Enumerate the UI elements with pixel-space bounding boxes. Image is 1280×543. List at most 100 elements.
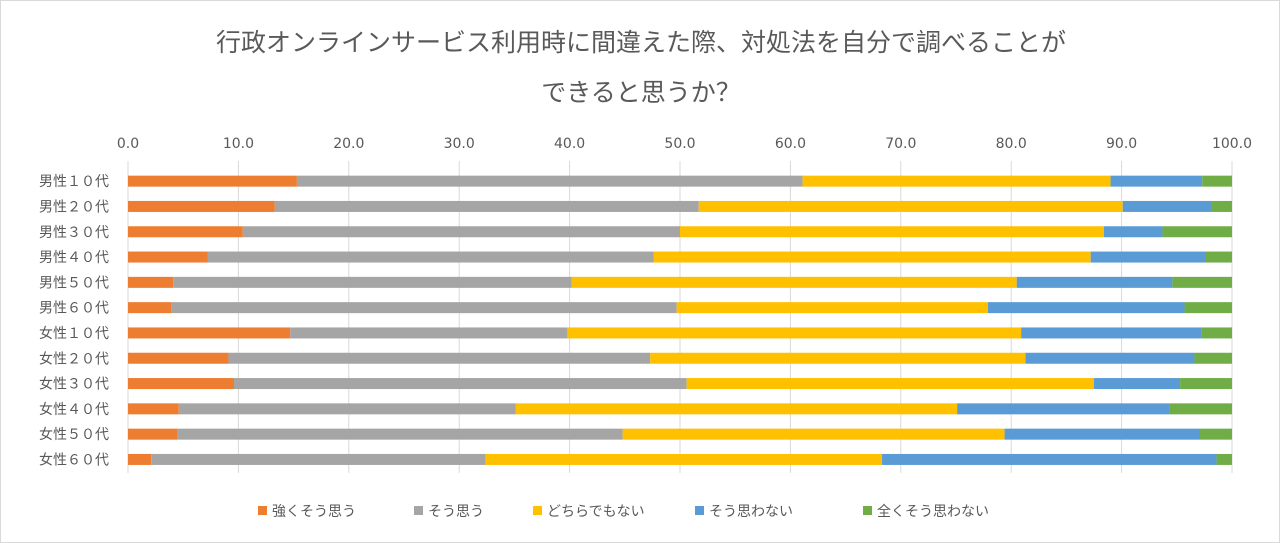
bar-segment — [515, 403, 958, 415]
bar-segment — [882, 453, 1217, 465]
bar-segment — [676, 302, 989, 314]
bar-segment — [1194, 352, 1232, 364]
bar-segment — [988, 302, 1185, 314]
bar-segment — [173, 276, 572, 288]
x-tick-label: 70.0 — [885, 136, 916, 152]
bar-segment — [296, 175, 803, 187]
bar-segment — [686, 378, 1094, 390]
bars — [128, 175, 1232, 465]
bar-segment — [128, 226, 243, 238]
category-label: 女性３０代 — [39, 376, 109, 393]
bar-segment — [622, 428, 1005, 440]
bar-segment — [1110, 175, 1203, 187]
bar-segment — [128, 302, 172, 314]
x-tick-label: 30.0 — [444, 136, 475, 152]
bar-segment — [571, 276, 1017, 288]
legend-label: そう思わない — [709, 504, 793, 520]
bar-segment — [1021, 327, 1202, 339]
bar-segment — [567, 327, 1022, 339]
bar-segment — [1094, 378, 1181, 390]
bar-segment — [1090, 251, 1206, 263]
bar-segment — [207, 251, 654, 263]
x-tick-label: 100.0 — [1212, 136, 1252, 152]
bar-segment — [128, 403, 179, 415]
x-tick-label: 40.0 — [554, 136, 585, 152]
bar-segment — [650, 352, 1026, 364]
bar-segment — [1205, 251, 1232, 263]
category-label: 男性５０代 — [39, 275, 109, 291]
bar-segment — [178, 403, 516, 415]
bar-segment — [128, 352, 229, 364]
legend-swatch — [863, 506, 872, 515]
bar-segment — [1122, 200, 1212, 212]
category-label: 男性３０代 — [39, 225, 109, 241]
bar-segment — [1216, 453, 1232, 465]
bar-segment — [233, 378, 687, 390]
legend-swatch — [258, 506, 267, 515]
category-label: 女性５０代 — [39, 426, 109, 443]
chart-title-line-2: できると思うか？ — [541, 78, 741, 107]
bar-segment — [1016, 276, 1173, 288]
gridlines — [127, 161, 1233, 473]
bar-segment — [485, 453, 883, 465]
bar-segment — [274, 200, 699, 212]
bar-segment — [177, 428, 623, 440]
bar-segment — [957, 403, 1170, 415]
legend: 強くそう思う そう思う どちらでもない そう思わない 全くそう思わない — [258, 503, 989, 520]
legend-label: 強くそう思う — [272, 504, 356, 520]
chart-title: 行政オンラインサービス利用時に間違えた際、対処法を自分で調べることができると思う… — [216, 28, 1066, 107]
category-label: 男性４０代 — [39, 250, 109, 266]
bar-segment — [1103, 226, 1163, 238]
bar-segment — [1162, 226, 1232, 238]
bar-segment — [1199, 428, 1232, 440]
bar-segment — [1169, 403, 1232, 415]
bar-segment — [128, 327, 291, 339]
category-labels: 男性１０代男性２０代男性３０代男性４０代男性５０代男性６０代女性１０代女性２０代… — [39, 174, 109, 468]
bar-segment — [128, 453, 152, 465]
category-label: 女性６０代 — [39, 451, 109, 468]
bar-segment — [802, 175, 1111, 187]
x-tick-label: 90.0 — [1106, 136, 1137, 152]
bar-segment — [290, 327, 568, 339]
bar-segment — [151, 453, 486, 465]
bar-segment — [171, 302, 677, 314]
bar-segment — [128, 251, 208, 263]
legend-label: そう思う — [428, 504, 484, 520]
chart-title-line-1: 行政オンラインサービス利用時に間違えた際、対処法を自分で調べることが — [216, 28, 1066, 57]
bar-segment — [128, 175, 297, 187]
bar-segment — [1172, 276, 1232, 288]
bar-segment — [1201, 327, 1232, 339]
category-label: 男性１０代 — [39, 174, 109, 190]
x-tick-label: 10.0 — [223, 136, 254, 152]
legend-label: 全くそう思わない — [877, 503, 989, 520]
bar-segment — [242, 226, 681, 238]
category-label: 女性４０代 — [39, 401, 109, 418]
category-label: 男性６０代 — [39, 301, 109, 317]
bar-segment — [128, 378, 234, 390]
x-tick-label: 0.0 — [117, 136, 139, 152]
x-tick-label: 60.0 — [775, 136, 806, 152]
bar-segment — [128, 276, 174, 288]
bar-segment — [1211, 200, 1232, 212]
bar-segment — [1202, 175, 1232, 187]
bar-segment — [698, 200, 1123, 212]
bar-segment — [228, 352, 651, 364]
bar-segment — [1184, 302, 1232, 314]
category-label: 女性１０代 — [39, 325, 109, 342]
bar-segment — [128, 428, 178, 440]
x-tick-label: 20.0 — [333, 136, 364, 152]
legend-label: どちらでもない — [547, 504, 645, 520]
category-label: 男性２０代 — [39, 199, 109, 215]
x-tick-label: 50.0 — [664, 136, 695, 152]
x-tick-label: 80.0 — [996, 136, 1027, 152]
bar-segment — [128, 200, 275, 212]
legend-swatch — [695, 506, 704, 515]
bar-segment — [1025, 352, 1195, 364]
bar-segment — [680, 226, 1104, 238]
category-label: 女性２０代 — [39, 350, 109, 367]
bar-segment — [1180, 378, 1232, 390]
x-axis-ticks: 0.0 10.0 20.0 30.0 40.0 50.0 60.0 70.0 80.0 90.0 1… — [117, 136, 1252, 152]
bar-segment — [1004, 428, 1200, 440]
